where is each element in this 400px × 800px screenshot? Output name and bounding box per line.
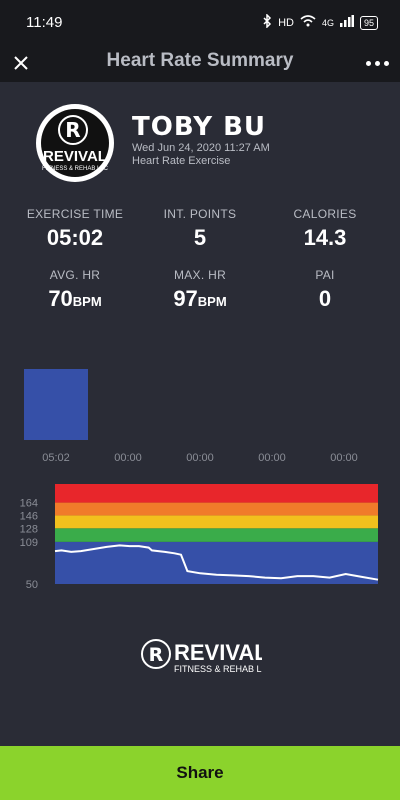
stat-value: 70BPM (48, 286, 102, 311)
stat-avg-hr: AVG. HR 70BPM (15, 268, 135, 312)
hr-ytick-label: 164 (20, 498, 38, 510)
zone-bar-label: 00:00 (114, 452, 142, 464)
zone-time-chart: 05:02 00:00 00:00 00:00 00:00 (24, 369, 358, 464)
zone-bar-label: 05:02 (42, 452, 70, 464)
app-header: Heart Rate Summary (0, 44, 400, 82)
stat-label: EXERCISE TIME (26, 207, 124, 221)
stat-value: 97BPM (173, 286, 227, 311)
hr-zone-band (55, 502, 378, 516)
status-time: 11:49 (26, 14, 63, 31)
stat-max-hr: MAX. HR 97BPM (140, 268, 260, 312)
zone-bar (24, 369, 88, 440)
page-title: Heart Rate Summary (106, 50, 294, 71)
svg-text:REVIVAL: REVIVAL (174, 640, 262, 665)
stat-label: INT. POINTS (163, 207, 237, 221)
hr-ytick-label: 50 (26, 579, 38, 591)
svg-text:FITNESS & REHAB LLC: FITNESS & REHAB LLC (42, 166, 109, 172)
svg-text:R: R (65, 118, 80, 142)
hr-ytick-label: 109 (20, 537, 38, 549)
exercise-datetime: Wed Jun 24, 2020 11:27 AM (132, 142, 270, 154)
stat-value: 05:02 (46, 225, 104, 250)
signal-icon (339, 15, 354, 30)
hr-zone-band (55, 484, 378, 503)
more-dots-icon (365, 60, 371, 66)
user-name: TOBY BU (132, 112, 267, 142)
stat-value: 0 (318, 286, 332, 311)
stat-label: MAX. HR (173, 268, 227, 282)
brand-logo: R REVIVAL FITNESS & REHAB LLC (140, 634, 274, 680)
zone-bar-label: 00:00 (330, 452, 358, 464)
stat-exercise-time: EXERCISE TIME 05:02 (15, 207, 135, 251)
exercise-type: Heart Rate Exercise (132, 155, 231, 167)
svg-text:R: R (149, 644, 164, 666)
status-bar: 11:49 HD 4G 95 (0, 0, 400, 44)
more-options-button[interactable] (362, 48, 392, 78)
zone-bar-label: 00:00 (258, 452, 286, 464)
hr-line (54, 544, 379, 581)
stat-label: CALORIES (293, 207, 357, 221)
hr-ytick-label: 128 (20, 523, 38, 535)
battery-icon: 95 (359, 15, 378, 30)
close-button[interactable] (6, 48, 36, 78)
stat-calories: CALORIES 14.3 (265, 207, 385, 251)
zone-bar-label: 00:00 (186, 452, 214, 464)
wifi-icon (300, 15, 316, 30)
hr-zone-band (55, 528, 378, 542)
stat-pai: PAI 0 (265, 268, 385, 312)
svg-text:REVIVAL: REVIVAL (43, 148, 107, 165)
stat-value: 14.3 (303, 225, 347, 250)
stat-label: PAI (315, 268, 335, 282)
svg-text:FITNESS & REHAB LLC: FITNESS & REHAB LLC (174, 664, 262, 674)
stat-label: AVG. HR (49, 268, 101, 282)
signal-label: 4G (321, 17, 334, 28)
hr-zone-band (55, 515, 378, 529)
stat-unit: BPM (197, 294, 227, 309)
bluetooth-icon (262, 13, 272, 31)
stat-unit: BPM (72, 294, 102, 309)
close-icon (14, 56, 28, 70)
status-icons: HD 4G 95 (262, 13, 378, 31)
hr-ytick-label: 146 (20, 510, 38, 522)
share-button[interactable]: Share (0, 746, 400, 800)
stat-value: 5 (193, 225, 207, 250)
stat-int-points: INT. POINTS 5 (140, 207, 260, 251)
network-label: HD (278, 16, 294, 29)
profile-logo: R REVIVAL FITNESS & REHAB LLC (36, 104, 114, 182)
